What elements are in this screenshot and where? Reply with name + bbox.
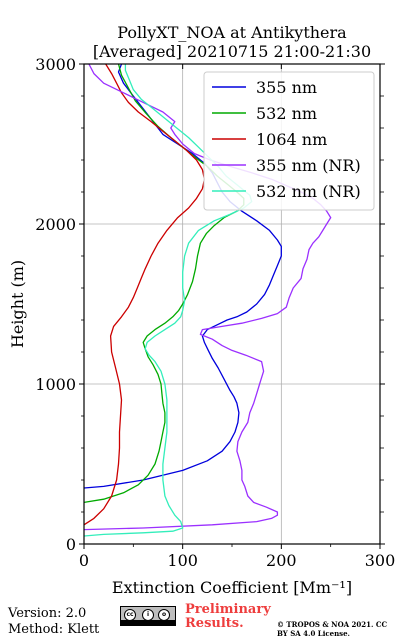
y-tick-label: 2000 [35,215,76,234]
series-line-1 [84,64,245,504]
chart-subtitle: [Averaged] 20210715 21:00-21:30 [93,42,371,61]
legend-label: 532 nm (NR) [256,182,361,201]
y-axis-label: Height (m) [8,260,27,348]
x-tick-label: 0 [79,551,89,570]
series-line-4 [84,64,253,537]
y-tick-label: 1000 [35,375,76,394]
x-tick-label: 200 [266,551,297,570]
x-tick-label: 300 [365,551,396,570]
legend: 355 nm 532 nm 1064 nm 355 nm (NR) 532 nm (NR… [203,71,375,211]
legend-label: 1064 nm [256,130,327,149]
y-tick-label: 0 [66,535,76,554]
series-line-2 [84,64,206,526]
version-label: Version: 2.0 [8,606,87,621]
x-tick-label: 100 [167,551,198,570]
legend-label: 355 nm [256,78,317,97]
copyright-notice: © TROPOS & NOA 2021. CC BY SA 4.0 Licens… [277,620,388,638]
chart-title: PollyXT_NOA at Antikythera [117,23,347,42]
legend-label: 532 nm [256,104,317,123]
x-axis-label: Extinction Coefficient [Mm⁻¹] [112,578,352,597]
cc-license-badge: cc i o [120,606,176,626]
legend-label: 355 nm (NR) [256,156,361,175]
preliminary-results-label: Preliminary Results. [185,602,271,631]
series-line-0 [84,64,282,489]
y-tick-label: 3000 [35,55,76,74]
legend-box [203,71,375,211]
cc-strip [121,620,175,625]
method-label: Method: Klett [8,622,100,637]
